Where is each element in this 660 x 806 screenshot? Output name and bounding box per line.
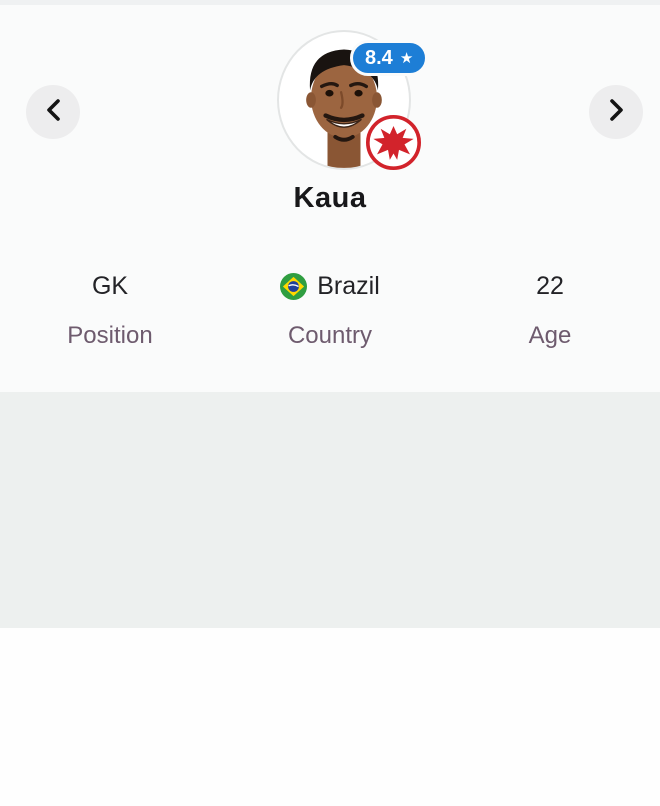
brazil-flag-icon — [280, 272, 308, 300]
position-value: GK — [91, 271, 129, 300]
player-name: Kaua — [293, 182, 367, 214]
player-avatar: 8.4 ★ — [277, 30, 429, 175]
star-icon: ★ — [399, 49, 414, 67]
rating-value: 8.4 — [365, 46, 393, 69]
profile-summary-row: GK Position Brazil Country 22 Age — [0, 270, 660, 350]
chevron-left-icon — [45, 98, 62, 127]
age-value: 22 — [536, 271, 564, 300]
age-label: Age — [528, 322, 572, 349]
position-label: Position — [67, 322, 153, 349]
country-label: Country — [287, 322, 373, 349]
top-stats-section: Top stats Minutes played 90 Saves 7 网易号 … — [0, 628, 660, 806]
player-fact-section: Player fact Kaua was Player of the Match… — [0, 392, 660, 628]
chevron-right-icon — [608, 98, 625, 127]
profile-age: 22 Age — [440, 270, 660, 350]
profile-country: Brazil Country — [220, 270, 440, 350]
country-name: Brazil — [317, 271, 380, 300]
profile-position: GK Position — [0, 270, 220, 350]
player-header-section: 8.4 ★ Kaua GK Position Brazil — [0, 0, 660, 392]
previous-player-button[interactable] — [26, 85, 80, 139]
country-value: Brazil — [220, 270, 440, 302]
next-player-button[interactable] — [589, 85, 643, 139]
top-divider — [0, 0, 660, 5]
club-crest-icon — [366, 115, 421, 170]
rating-badge: 8.4 ★ — [350, 40, 429, 76]
